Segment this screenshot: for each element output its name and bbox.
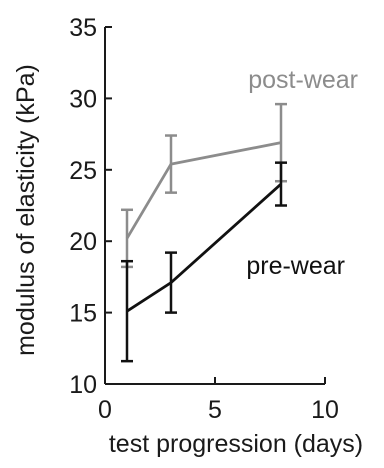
plot-area: post-wear pre-wear [121, 66, 358, 363]
y-tick-label: 30 [69, 85, 97, 113]
post-wear-line [125, 141, 282, 240]
axes: 10 15 20 25 30 35 0 5 10 [69, 14, 339, 424]
series-pre-wear [121, 161, 287, 363]
y-axis-title: modulus of elasticity (kPa) [12, 64, 40, 356]
pre-wear-error-bar [275, 161, 287, 207]
x-tick-label: 5 [208, 396, 222, 424]
post-wear-error-bar [165, 134, 177, 194]
y-tick-label: 25 [69, 157, 97, 185]
y-tick-label: 20 [69, 228, 97, 256]
x-axis-title: test progression (days) [109, 430, 363, 458]
y-tick-label: 15 [69, 300, 97, 328]
post-wear-error-bar [121, 208, 133, 269]
series-post-wear [121, 102, 287, 269]
x-tick-label: 0 [98, 396, 112, 424]
x-tick-label: 10 [311, 396, 339, 424]
pre-wear-line [126, 183, 282, 313]
y-tick-label: 10 [69, 371, 97, 399]
series-label-post-wear: post-wear [248, 66, 358, 94]
y-tick-label: 35 [69, 14, 97, 42]
pre-wear-error-bar [165, 251, 177, 314]
pre-wear-error-bar [121, 259, 133, 363]
series-label-pre-wear: pre-wear [246, 252, 345, 280]
